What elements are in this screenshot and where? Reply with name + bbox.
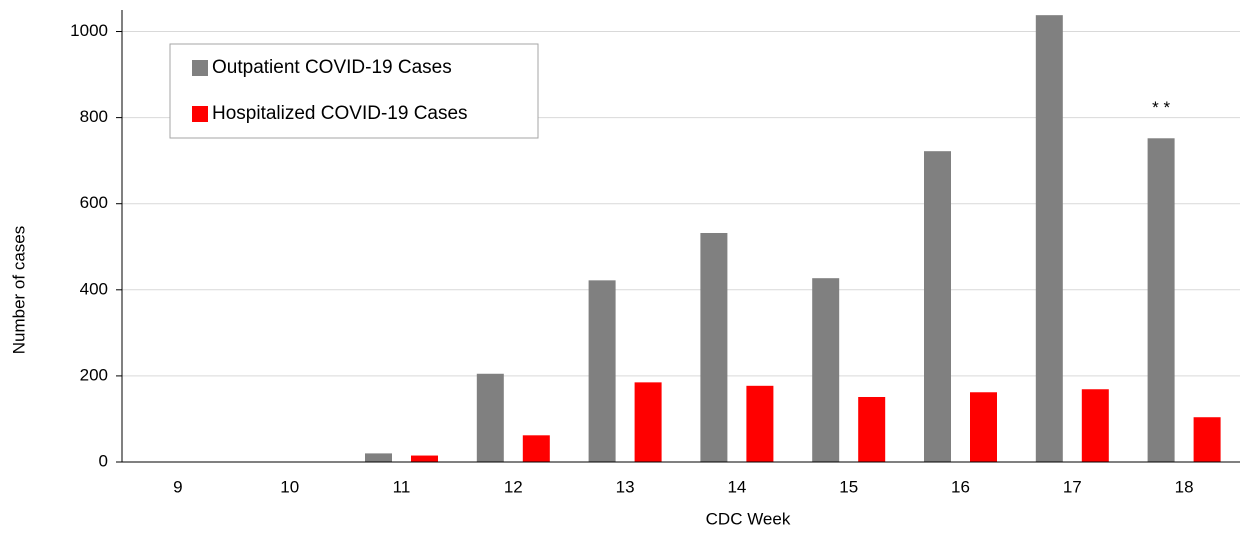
y-tick-label: 1000	[70, 21, 108, 40]
legend-box	[169, 43, 539, 139]
y-tick-label: 0	[99, 451, 108, 470]
bar	[812, 278, 840, 462]
bar	[365, 453, 392, 462]
y-axis-label: Number of cases	[9, 226, 28, 355]
bar	[858, 396, 886, 462]
bar	[924, 151, 951, 462]
x-tick-label: 14	[727, 477, 746, 496]
x-tick-label: 16	[951, 477, 970, 496]
legend-swatch	[192, 60, 208, 76]
bar	[522, 435, 550, 462]
legend-label: Outpatient COVID-19 Cases	[212, 57, 452, 78]
bar	[1193, 417, 1221, 462]
bar	[700, 232, 728, 462]
y-tick-label: 600	[80, 193, 108, 212]
bar	[476, 373, 504, 462]
x-tick-label: 12	[504, 477, 523, 496]
legend-swatch	[192, 106, 208, 122]
bar	[746, 385, 774, 462]
x-tick-label: 15	[839, 477, 858, 496]
bar	[1147, 138, 1175, 462]
bar	[1081, 389, 1109, 462]
x-tick-label: 17	[1063, 477, 1082, 496]
y-tick-label: 200	[80, 365, 108, 384]
bar	[1035, 15, 1063, 463]
bar	[411, 455, 438, 462]
annotation: * *	[1152, 98, 1170, 117]
bar	[970, 392, 997, 462]
x-axis-label: CDC Week	[706, 509, 791, 528]
y-tick-label: 400	[80, 279, 108, 298]
bar	[588, 280, 616, 462]
x-tick-label: 18	[1175, 477, 1194, 496]
x-tick-label: 10	[280, 477, 299, 496]
bar	[634, 382, 662, 462]
y-tick-label: 800	[80, 107, 108, 126]
legend-label: Hospitalized COVID-19 Cases	[212, 103, 468, 124]
x-tick-label: 9	[173, 477, 182, 496]
x-tick-label: 13	[616, 477, 635, 496]
x-tick-label: 11	[393, 477, 411, 496]
